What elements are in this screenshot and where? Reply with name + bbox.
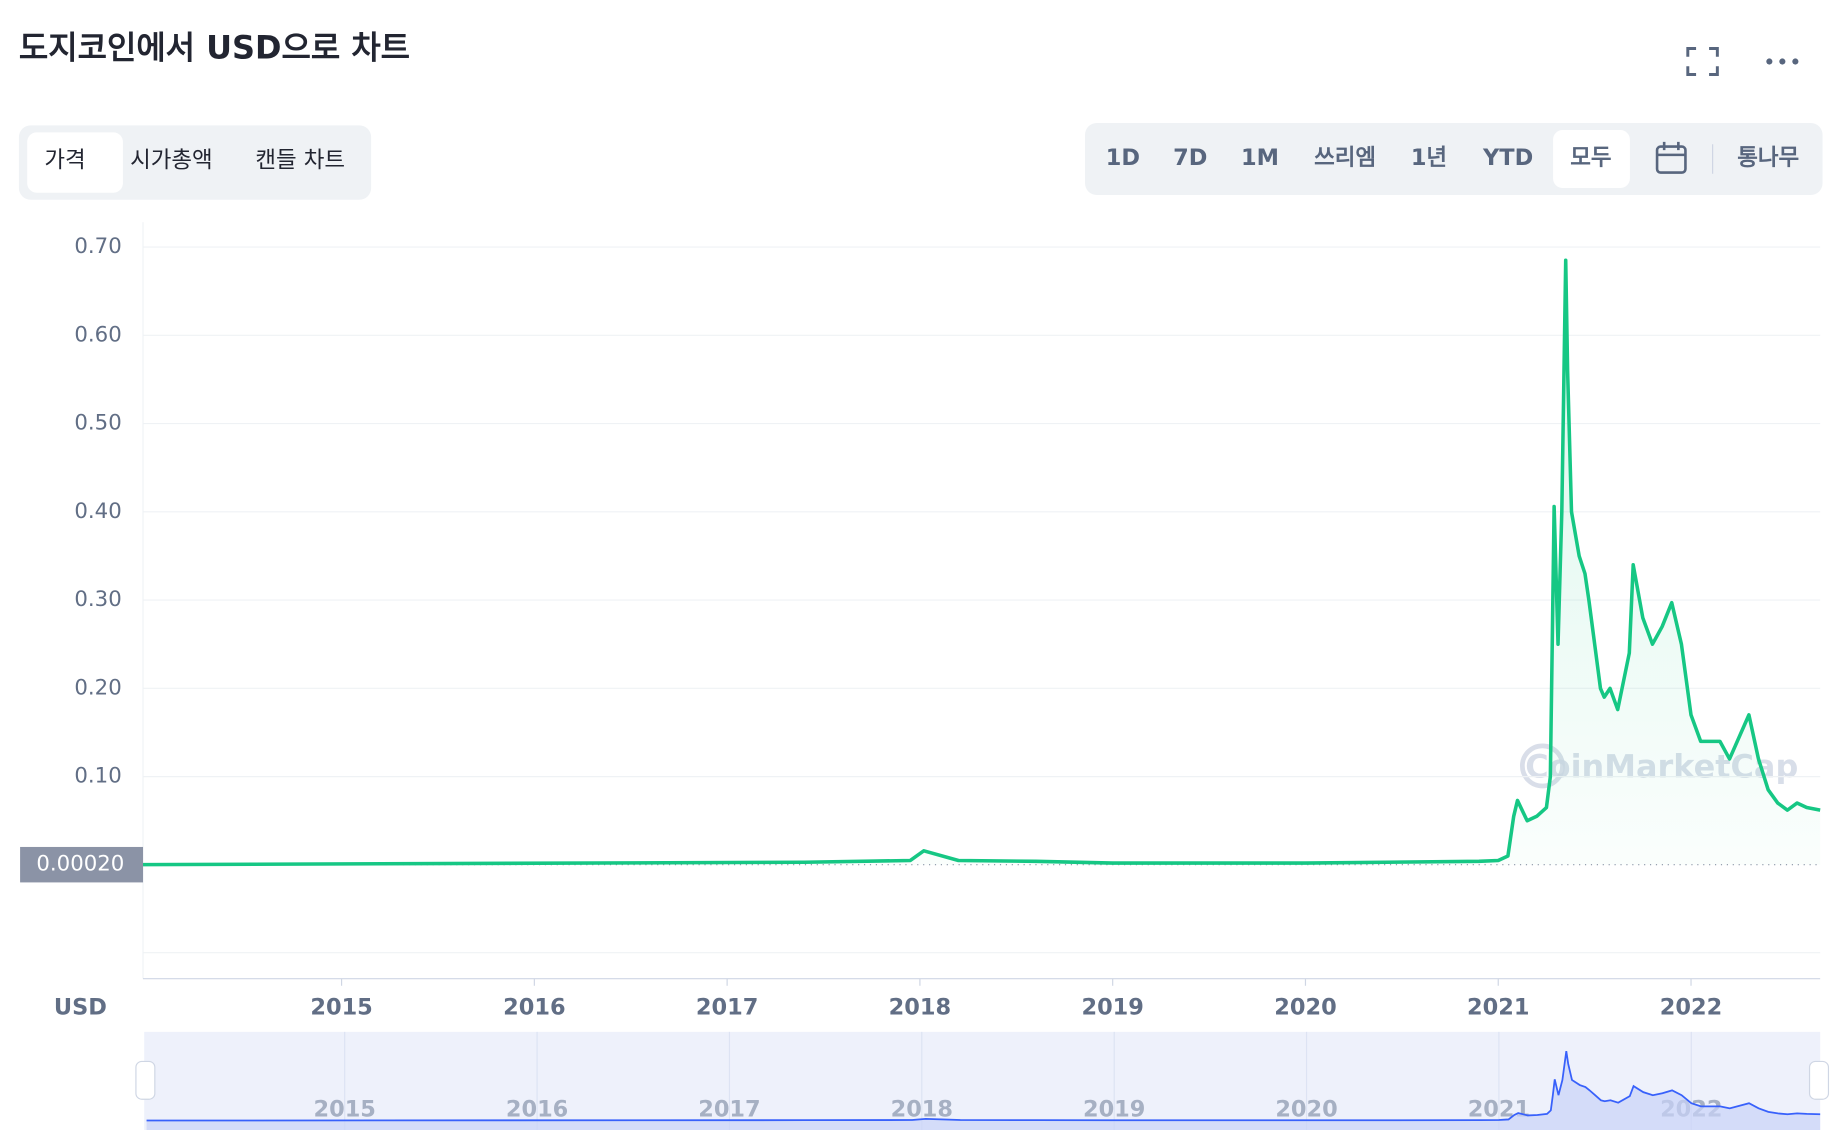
y-tick-label: 0.60 bbox=[74, 322, 121, 347]
page-title: 도지코인에서 USD으로 차트 bbox=[19, 29, 410, 67]
navigator-handle-right[interactable] bbox=[1808, 1060, 1830, 1100]
price-area bbox=[143, 260, 1821, 865]
x-tick-label: 2016 bbox=[503, 995, 565, 1021]
y-tick-label: 0.10 bbox=[74, 764, 121, 789]
navigator-area bbox=[146, 1051, 1821, 1130]
y-tick-label: 0.40 bbox=[74, 499, 121, 524]
range-button[interactable]: 1D bbox=[1106, 145, 1140, 171]
fullscreen-button[interactable] bbox=[1686, 47, 1719, 76]
navigator[interactable] bbox=[144, 1031, 1821, 1130]
navigator-line bbox=[146, 1050, 1821, 1122]
tab[interactable]: 캔들 차트 bbox=[255, 147, 345, 173]
more-button[interactable] bbox=[1766, 58, 1799, 65]
x-tick-label: 2021 bbox=[1467, 995, 1529, 1021]
navigator-x-label: 2016 bbox=[506, 1096, 568, 1122]
range-button[interactable]: 쓰리엠 bbox=[1314, 145, 1376, 171]
active-tab-bg bbox=[27, 132, 123, 193]
x-tick-label: 2015 bbox=[310, 995, 372, 1021]
currency-label: USD bbox=[54, 995, 107, 1021]
range-button[interactable]: 7D bbox=[1173, 145, 1207, 171]
navigator-x-label: 2015 bbox=[313, 1096, 375, 1122]
navigator-x-label: 2020 bbox=[1275, 1096, 1337, 1122]
tab[interactable]: 가격 bbox=[44, 147, 85, 173]
y-tick-label: 0.70 bbox=[74, 234, 121, 259]
active-range-bg bbox=[1553, 130, 1630, 188]
price-line bbox=[143, 258, 1821, 867]
navigator-handle-left[interactable] bbox=[135, 1060, 156, 1100]
range-button[interactable]: YTD bbox=[1482, 145, 1533, 171]
log-button[interactable]: 통나무 bbox=[1737, 145, 1799, 171]
navigator-x-label: 2019 bbox=[1083, 1096, 1145, 1122]
y-tick-label: 0.50 bbox=[74, 411, 121, 436]
x-tick-label: 2022 bbox=[1660, 995, 1722, 1021]
tab[interactable]: 시가총액 bbox=[130, 147, 213, 173]
range-button[interactable]: 1년 bbox=[1411, 145, 1447, 171]
x-tick-label: 2020 bbox=[1274, 995, 1336, 1021]
y-tick-label: 0.20 bbox=[74, 675, 121, 700]
x-tick-label: 2017 bbox=[696, 995, 758, 1021]
range-button[interactable]: 1M bbox=[1241, 145, 1279, 171]
range-button[interactable]: 모두 bbox=[1570, 145, 1611, 171]
navigator-x-label: 2018 bbox=[891, 1096, 953, 1122]
price-marker-box bbox=[20, 846, 144, 883]
range-group bbox=[1085, 122, 1823, 196]
y-tick-label: 0.30 bbox=[74, 587, 121, 612]
price-marker-label: 0.00020 bbox=[36, 852, 124, 877]
x-tick-label: 2018 bbox=[889, 995, 951, 1021]
navigator-x-label: 2017 bbox=[698, 1096, 760, 1122]
calendar-button[interactable] bbox=[1655, 141, 1687, 174]
x-tick-label: 2019 bbox=[1081, 995, 1143, 1021]
